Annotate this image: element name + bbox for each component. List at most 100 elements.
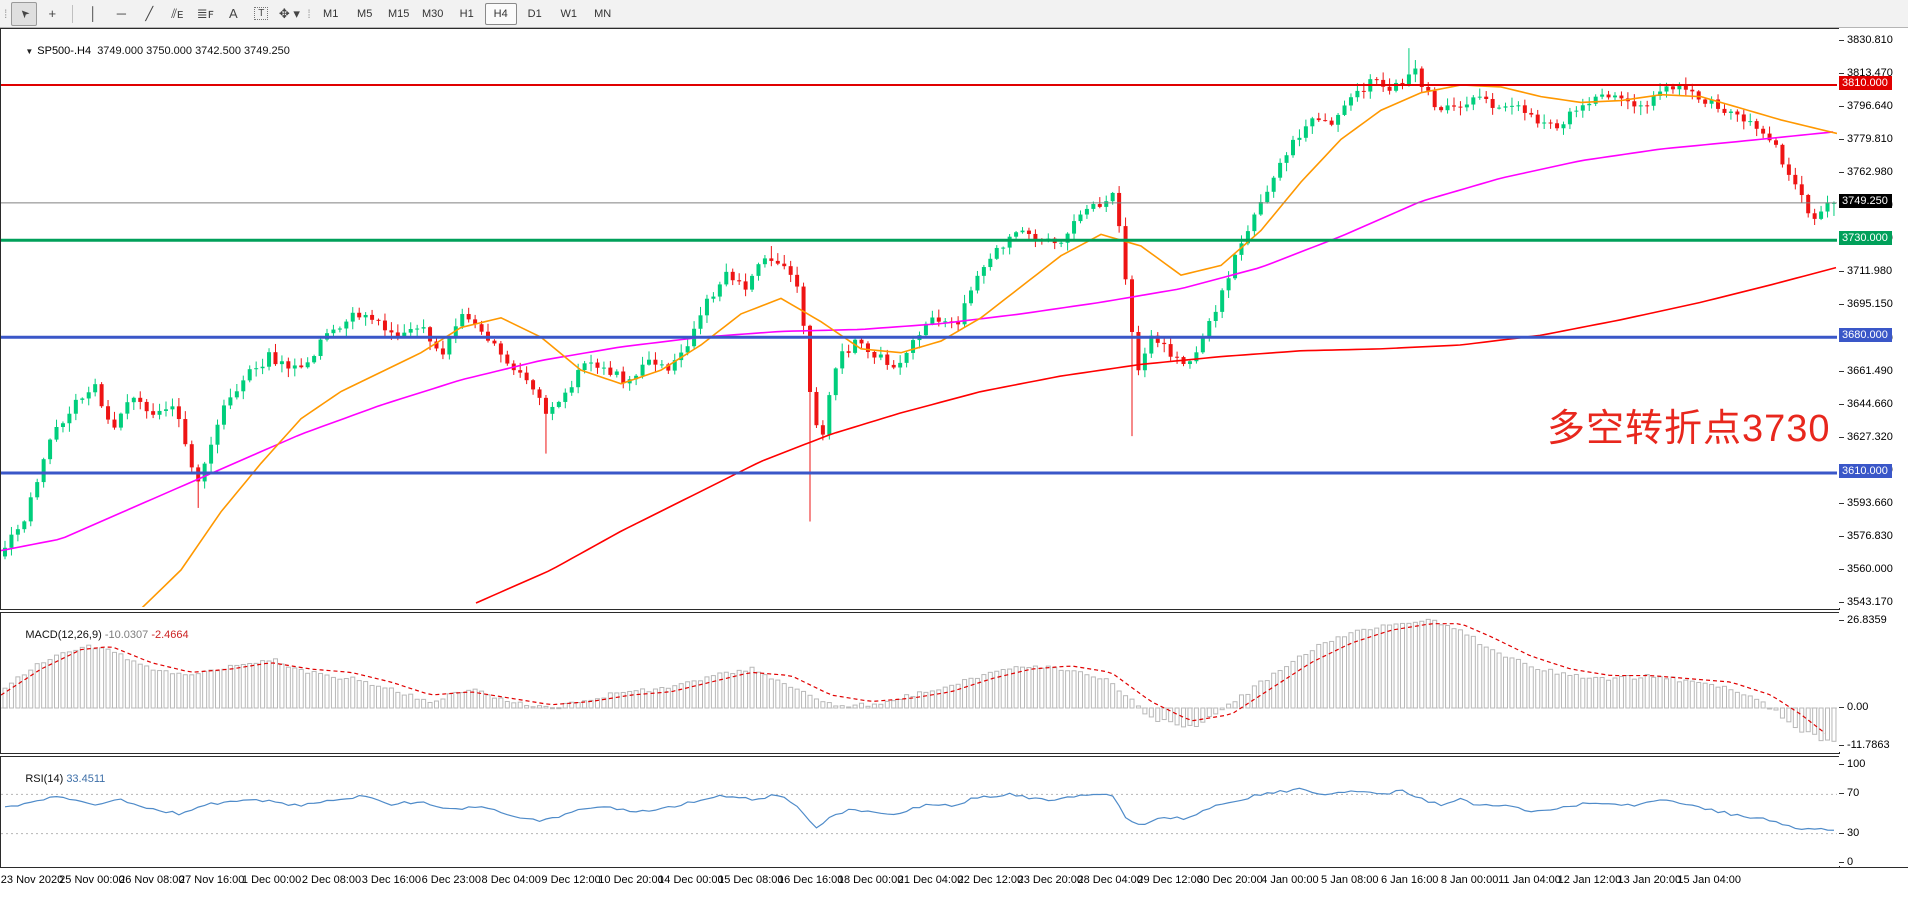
vertical-line-tool[interactable]: │ — [80, 2, 106, 26]
macd-histogram-bar — [376, 685, 382, 709]
macd-histogram-bar — [723, 671, 729, 709]
macd-histogram-bar — [240, 663, 246, 709]
macd-histogram-bar — [511, 702, 517, 709]
price-tick-mark — [1839, 370, 1844, 372]
timeframe-button-mn[interactable]: MN — [594, 7, 612, 20]
text-label-tool[interactable]: T — [248, 2, 274, 26]
candle-body — [827, 395, 832, 435]
candle-body — [975, 275, 980, 291]
macd-histogram-bar — [1020, 666, 1026, 709]
equidistant-channel-tool[interactable]: ⫽ᴇ — [164, 2, 190, 26]
macd-axis[interactable]: 26.8359 0.00 -11.7863 — [1839, 612, 1908, 752]
macd-histogram-bar — [775, 679, 781, 709]
macd-histogram-bar — [929, 690, 935, 709]
candle-body — [518, 370, 523, 373]
timeframe-button-m15[interactable]: M15 — [387, 7, 410, 20]
time-label: 8 Jan 00:00 — [1440, 874, 1499, 886]
candle-body — [930, 317, 935, 324]
candle-body — [846, 351, 851, 353]
macd-histogram-bar — [99, 647, 105, 709]
macd-histogram-bar — [395, 691, 401, 709]
rsi-label: RSI(14) 33.4511 — [25, 773, 106, 785]
candle-body — [1207, 320, 1212, 337]
candle-body — [99, 384, 104, 407]
macd-histogram-bar — [1560, 672, 1566, 709]
timeframe-button-m1[interactable]: M1 — [323, 7, 339, 20]
candle-body — [1555, 123, 1560, 129]
macd-histogram-bar — [1258, 680, 1264, 709]
candle-body — [1297, 137, 1302, 140]
macd-histogram-bar — [607, 692, 613, 709]
candle-body — [659, 364, 664, 366]
cursor-tool[interactable]: ➤ — [11, 1, 38, 26]
candle-body — [434, 341, 439, 349]
candle-body — [1748, 121, 1753, 123]
price-tick-label: 3593.660 — [1847, 496, 1893, 509]
time-label: 1 Dec 00:00 — [241, 874, 302, 886]
macd-histogram-bar — [1696, 681, 1702, 709]
candle-body — [750, 275, 755, 290]
candle-body — [537, 389, 542, 398]
timeframe-grip[interactable]: ⁞ — [307, 6, 311, 21]
macd-histogram-bar — [1090, 676, 1096, 709]
macd-histogram-bar — [34, 663, 40, 709]
macd-histogram-bar — [1625, 675, 1631, 709]
candle-body — [647, 359, 651, 365]
candle-body — [9, 534, 14, 548]
time-label: 26 Nov 08:00 — [119, 874, 185, 886]
price-tick-mark — [1839, 106, 1844, 108]
candle-body — [865, 343, 870, 352]
crosshair-tool[interactable]: + — [39, 2, 65, 26]
candlestick-chart-canvas[interactable] — [1, 29, 1837, 607]
price-axis[interactable]: 3830.810 3813.470 3796.640 3779.810 3762.980… — [1839, 28, 1908, 608]
macd-signal-value: -2.4664 — [151, 629, 189, 641]
horizontal-line-tool[interactable]: ─ — [108, 2, 134, 26]
macd-histogram-bar — [292, 667, 298, 709]
text-tool[interactable]: A — [220, 2, 246, 26]
arrows-tool[interactable]: ✥ ▾ — [276, 2, 302, 26]
timeframe-button-w1[interactable]: W1 — [560, 7, 577, 20]
macd-histogram-bar — [781, 683, 787, 709]
candle-body — [724, 271, 729, 285]
rsi-chart-canvas[interactable] — [1, 757, 1837, 865]
candle-body — [1535, 114, 1540, 124]
candle-body — [286, 361, 291, 369]
macd-histogram-bar — [169, 673, 175, 709]
macd-histogram-bar — [801, 690, 807, 709]
macd-histogram-bar — [1000, 668, 1006, 709]
timeframe-button-h4[interactable]: H4 — [484, 2, 517, 25]
macd-tick-mark — [1839, 745, 1844, 747]
macd-histogram-bar — [1535, 669, 1541, 709]
price-chart-panel[interactable]: ▼ SP500-.H4 3749.000 3750.000 3742.500 37… — [0, 28, 1840, 610]
toolbar-grip[interactable]: ⁞ — [4, 6, 8, 21]
macd-histogram-bar — [1438, 624, 1444, 709]
macd-chart-canvas[interactable] — [1, 613, 1837, 751]
candle-body — [54, 427, 59, 440]
candle-body — [1168, 344, 1173, 357]
timeframe-button-m30[interactable]: M30 — [421, 7, 444, 20]
macd-histogram-bar — [1032, 665, 1038, 709]
candle-body — [936, 317, 941, 322]
macd-histogram-bar — [524, 705, 530, 709]
macd-histogram-bar — [1747, 695, 1753, 709]
macd-histogram-bar — [54, 654, 60, 709]
macd-histogram-bar — [962, 679, 968, 709]
trendline-tool[interactable]: ╱ — [136, 2, 162, 26]
rsi-indicator-panel[interactable]: RSI(14) 33.4511 — [0, 756, 1840, 868]
macd-indicator-panel[interactable]: MACD(12,26,9) -10.0307 -2.4664 — [0, 612, 1840, 754]
timeframe-button-h1[interactable]: H1 — [459, 7, 474, 20]
fibonacci-retracement-tool[interactable]: ≣ꜰ — [192, 2, 218, 26]
time-axis[interactable]: 23 Nov 2020 25 Nov 00:00 26 Nov 08:00 27 No… — [0, 867, 1908, 897]
timeframe-button-m5[interactable]: M5 — [357, 7, 373, 20]
macd-histogram-bar — [1805, 707, 1811, 733]
candle-body — [704, 298, 709, 316]
macd-histogram-bar — [1786, 707, 1792, 723]
equidistant-channel-tool-icon: ⫽ᴇ — [171, 5, 184, 21]
candle-body — [898, 362, 903, 368]
candle-body — [292, 365, 297, 369]
macd-histogram-bar — [1135, 705, 1141, 709]
macd-histogram-bar — [324, 674, 330, 709]
rsi-axis[interactable]: 100 70 30 0 — [1839, 756, 1908, 868]
symbol-dropdown-icon[interactable]: ▼ — [25, 47, 34, 56]
timeframe-button-d1[interactable]: D1 — [527, 7, 542, 20]
